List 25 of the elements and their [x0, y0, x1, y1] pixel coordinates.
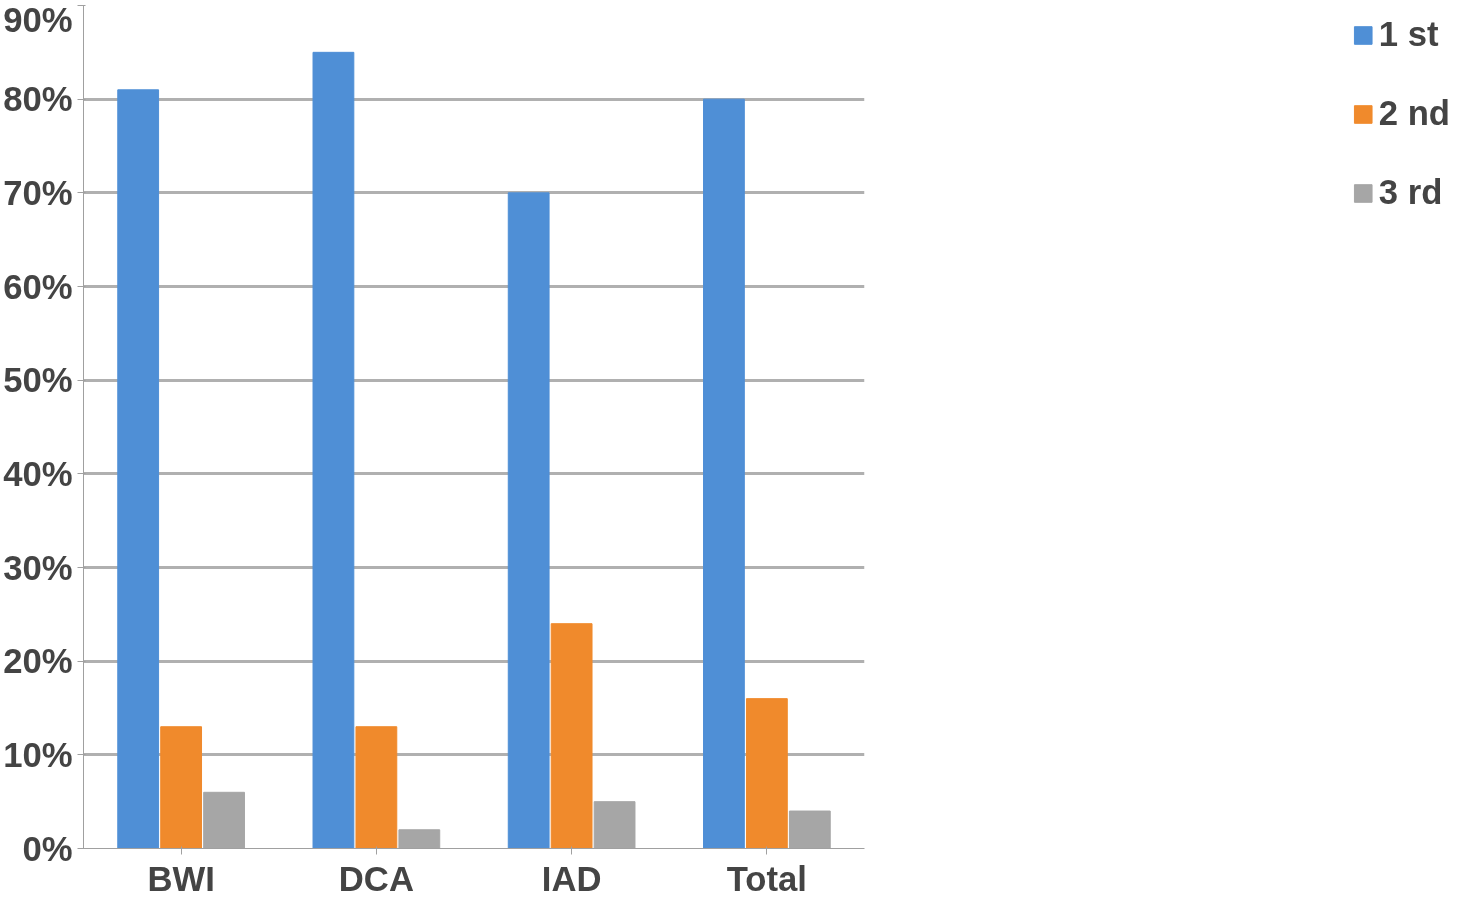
x-tick-label: IAD: [541, 859, 602, 898]
y-tick-label: 30%: [3, 548, 73, 587]
bar: [355, 726, 398, 849]
y-tick-label: 90%: [3, 0, 73, 39]
legend-label: 3 rd: [1378, 173, 1443, 212]
bar: [703, 98, 745, 849]
legend-label: 2 nd: [1378, 94, 1450, 133]
bar: [550, 623, 593, 849]
y-tick-label: 20%: [3, 642, 73, 681]
bar: [745, 698, 788, 849]
y-tick-label: 10%: [3, 735, 73, 774]
bar: [117, 89, 160, 849]
y-tick-label: 80%: [3, 80, 73, 119]
bar: [160, 726, 203, 849]
x-tick-label: Total: [726, 859, 807, 898]
bar: [312, 51, 355, 849]
y-tick-label: 40%: [3, 454, 73, 493]
legend-label: 1 st: [1378, 15, 1439, 54]
bar: [507, 192, 550, 849]
y-tick-label: 70%: [3, 173, 73, 212]
x-tick-label: DCA: [338, 859, 414, 898]
y-tick-label: 60%: [3, 267, 73, 306]
x-tick-label: BWI: [147, 859, 215, 898]
y-tick-label: 50%: [3, 361, 73, 400]
y-tick-label: 0%: [22, 829, 73, 868]
